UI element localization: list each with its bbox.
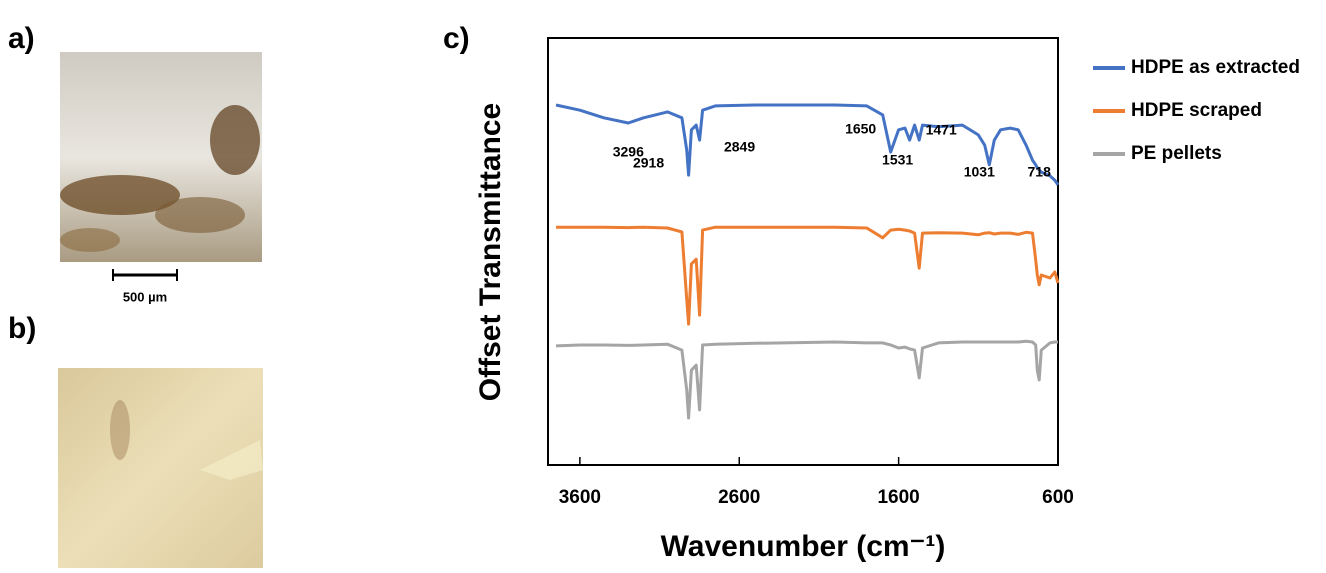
x-tick-label: 2600 (718, 487, 760, 508)
panel-label: c) (443, 22, 470, 55)
photo-b (58, 368, 340, 568)
page: 500 µm a) b) c) Wavenumber (cm⁻¹) Offset… (0, 0, 1326, 573)
panel-label: b) (8, 312, 36, 345)
peak-label: 1650 (845, 121, 876, 137)
scale-bar-label: 500 µm (123, 289, 167, 304)
series-line (556, 227, 1058, 324)
y-axis-label: Offset Transmittance (474, 103, 507, 401)
x-tick-label: 3600 (559, 487, 601, 508)
series-line (556, 341, 1058, 418)
peak-label: 718 (1028, 164, 1052, 180)
peak-label: 1471 (926, 122, 957, 138)
legend-label: HDPE scraped (1131, 100, 1262, 121)
figure: 500 µm a) b) c) Wavenumber (cm⁻¹) Offset… (0, 0, 1326, 568)
scale-bar (113, 269, 177, 281)
photo-a (60, 52, 262, 262)
legend-label: HDPE as extracted (1131, 57, 1300, 78)
plot-frame (548, 38, 1058, 465)
x-tick-label: 1600 (877, 487, 919, 508)
peak-label: 1031 (964, 164, 995, 180)
legend-label: PE pellets (1131, 143, 1222, 164)
peak-label: 1531 (882, 152, 913, 168)
peak-label: 2918 (633, 155, 664, 171)
x-axis-label: Wavenumber (cm⁻¹) (661, 530, 946, 563)
panel-label: a) (8, 22, 35, 55)
peak-label: 2849 (724, 139, 755, 155)
x-tick-label: 600 (1042, 487, 1074, 508)
